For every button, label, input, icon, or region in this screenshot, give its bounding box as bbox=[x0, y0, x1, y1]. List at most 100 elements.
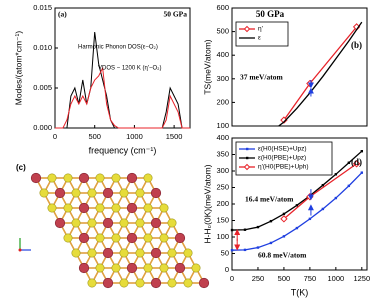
atom bbox=[191, 263, 201, 273]
annotation: 50 GPa bbox=[163, 10, 187, 19]
atom bbox=[174, 232, 186, 244]
legend-label: ε bbox=[258, 35, 261, 42]
legend-label: η'(H0(PBE)+Uph) bbox=[258, 164, 309, 171]
marker bbox=[230, 249, 234, 252]
atom bbox=[159, 233, 169, 243]
y-tick-label: 0.015 bbox=[33, 3, 52, 12]
atom bbox=[78, 172, 90, 184]
legend-marker bbox=[246, 147, 249, 151]
y-tick-label: 500 bbox=[216, 27, 229, 36]
atom bbox=[78, 232, 90, 244]
atom bbox=[111, 203, 121, 213]
y-tick-label: 400 bbox=[216, 133, 229, 142]
atom bbox=[135, 248, 145, 258]
marker bbox=[321, 207, 325, 211]
axis-z bbox=[18, 248, 22, 252]
marker bbox=[321, 183, 325, 187]
panel-label: (c) bbox=[16, 163, 26, 172]
legend-label: ε(H0(HSE)+Upz) bbox=[258, 146, 307, 153]
atom bbox=[71, 218, 81, 228]
atom bbox=[174, 262, 186, 274]
marker bbox=[360, 150, 364, 153]
y-tick-label: 0.005 bbox=[33, 83, 52, 92]
y-tick-label: 0 bbox=[225, 265, 229, 274]
annotation: (b) bbox=[351, 40, 362, 50]
atom bbox=[102, 217, 114, 229]
atom bbox=[119, 218, 129, 228]
atom bbox=[167, 248, 177, 258]
marker bbox=[347, 161, 351, 164]
atom bbox=[54, 187, 66, 199]
atom bbox=[143, 173, 153, 183]
x-tick-label: 250 bbox=[252, 274, 265, 283]
atom bbox=[143, 203, 153, 213]
marker bbox=[269, 219, 273, 223]
marker bbox=[243, 228, 247, 231]
marker bbox=[334, 173, 338, 176]
x-tick-label: 500 bbox=[278, 274, 291, 283]
crystal-structure bbox=[18, 172, 210, 289]
x-tick-label: 1000 bbox=[328, 274, 345, 283]
legend-marker bbox=[243, 163, 251, 171]
atom bbox=[119, 248, 129, 258]
atom bbox=[126, 202, 138, 214]
y-tick-label: 250 bbox=[216, 182, 229, 191]
plot-frame bbox=[231, 7, 368, 127]
atom bbox=[30, 172, 42, 184]
marker bbox=[308, 217, 312, 221]
y-tick-label: 100 bbox=[216, 232, 229, 241]
legend-label: η' bbox=[258, 26, 263, 33]
atom bbox=[102, 187, 114, 199]
x-tick-label: 0 bbox=[230, 274, 234, 283]
atom bbox=[119, 188, 129, 198]
atom bbox=[95, 173, 105, 183]
y-axis-label: TS(meV/atom) bbox=[202, 39, 212, 94]
y-tick-label: 0.010 bbox=[33, 43, 52, 52]
atom bbox=[150, 247, 162, 259]
x-axis-label: frequency (cm⁻¹) bbox=[89, 145, 157, 155]
atom bbox=[126, 262, 138, 274]
atom bbox=[183, 248, 193, 258]
y-tick-label: 100 bbox=[216, 121, 229, 130]
marker bbox=[352, 160, 361, 168]
marker bbox=[282, 212, 286, 216]
y-tick-label: 600 bbox=[216, 3, 229, 12]
atom bbox=[111, 263, 121, 273]
legend-marker bbox=[246, 156, 249, 160]
y-tick-label: 200 bbox=[216, 97, 229, 106]
marker bbox=[243, 248, 247, 252]
atom bbox=[95, 263, 105, 273]
atom bbox=[135, 278, 145, 288]
series-line bbox=[231, 172, 363, 251]
atom bbox=[167, 218, 177, 228]
legend-marker bbox=[243, 25, 251, 33]
annotation: (a) bbox=[58, 10, 67, 19]
annotation: 37 meV/atom bbox=[240, 73, 283, 82]
marker bbox=[280, 215, 288, 223]
y-tick-label: 400 bbox=[216, 50, 229, 59]
atom bbox=[119, 278, 129, 288]
atom bbox=[71, 188, 81, 198]
atom bbox=[71, 248, 81, 258]
legend-label: VDOS − 1200 K (η'−O₂) bbox=[98, 66, 162, 72]
legend-label: Harmonic Phonon DOS(ε−O₂) bbox=[78, 45, 158, 51]
y-tick-label: 150 bbox=[216, 215, 229, 224]
atom bbox=[126, 172, 138, 184]
marker bbox=[256, 246, 260, 249]
atom bbox=[63, 233, 73, 243]
marker bbox=[269, 241, 273, 245]
marker bbox=[347, 184, 351, 188]
atom bbox=[198, 277, 210, 289]
atom bbox=[87, 278, 97, 288]
y-tick-label: 300 bbox=[216, 74, 229, 83]
atom bbox=[167, 278, 177, 288]
atom bbox=[159, 203, 169, 213]
series-line bbox=[278, 21, 363, 127]
y-tick-label: 200 bbox=[216, 199, 229, 208]
atom bbox=[47, 203, 57, 213]
legend-box bbox=[235, 21, 289, 47]
marker bbox=[256, 225, 260, 229]
atom bbox=[95, 233, 105, 243]
y-axis-label: Modes/(atom*cm⁻¹) bbox=[13, 31, 23, 106]
